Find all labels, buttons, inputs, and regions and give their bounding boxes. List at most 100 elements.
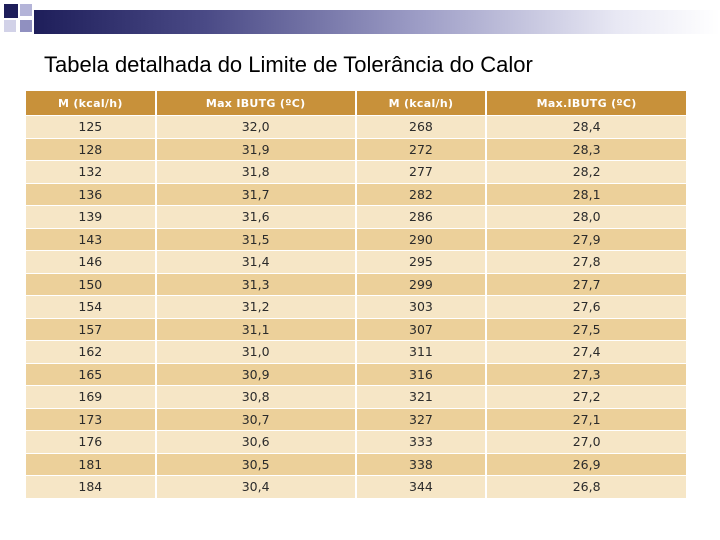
table-cell-max-ibutg-col-2: 27,7 bbox=[487, 273, 686, 295]
table-cell-metabolic-rate-col-1: 132 bbox=[26, 161, 155, 183]
table-cell-max-ibutg-col-1: 31,4 bbox=[156, 251, 355, 273]
table-row: 173 30,7 327 27,1 bbox=[26, 408, 686, 430]
table-cell-metabolic-rate-col-1: 125 bbox=[26, 116, 155, 138]
column-header-metabolic-rate-col-2: M (kcal/h) bbox=[356, 91, 486, 115]
table-cell-max-ibutg-col-1: 30,9 bbox=[156, 363, 355, 385]
table-cell-max-ibutg-col-2: 26,9 bbox=[487, 453, 686, 475]
table-cell-metabolic-rate-col-1: 143 bbox=[26, 228, 155, 250]
table-cell-metabolic-rate-col-2: 272 bbox=[356, 138, 486, 160]
table-cell-metabolic-rate-col-1: 136 bbox=[26, 183, 155, 205]
table-cell-metabolic-rate-col-2: 316 bbox=[356, 363, 486, 385]
table-cell-metabolic-rate-col-1: 150 bbox=[26, 273, 155, 295]
table-cell-max-ibutg-col-2: 28,3 bbox=[487, 138, 686, 160]
table-row: 184 30,4 344 26,8 bbox=[26, 476, 686, 498]
decorative-gradient-band bbox=[34, 10, 720, 34]
table-cell-metabolic-rate-col-2: 286 bbox=[356, 206, 486, 228]
table-cell-max-ibutg-col-1: 31,3 bbox=[156, 273, 355, 295]
table-row: 154 31,2 303 27,6 bbox=[26, 296, 686, 318]
decorative-square bbox=[20, 4, 32, 16]
table-row: 157 31,1 307 27,5 bbox=[26, 318, 686, 340]
heat-tolerance-table-container: M (kcal/h) Max IBUTG (ºC) M (kcal/h) Max.IB… bbox=[26, 90, 690, 499]
table-cell-max-ibutg-col-2: 27,0 bbox=[487, 431, 686, 453]
table-row: 176 30,6 333 27,0 bbox=[26, 431, 686, 453]
table-cell-metabolic-rate-col-2: 333 bbox=[356, 431, 486, 453]
table-row: 139 31,6 286 28,0 bbox=[26, 206, 686, 228]
table-cell-max-ibutg-col-1: 31,6 bbox=[156, 206, 355, 228]
table-header-row: M (kcal/h) Max IBUTG (ºC) M (kcal/h) Max.IB… bbox=[26, 91, 686, 115]
table-cell-max-ibutg-col-1: 31,2 bbox=[156, 296, 355, 318]
table-cell-metabolic-rate-col-2: 282 bbox=[356, 183, 486, 205]
table-cell-metabolic-rate-col-1: 169 bbox=[26, 386, 155, 408]
table-cell-metabolic-rate-col-1: 146 bbox=[26, 251, 155, 273]
table-cell-metabolic-rate-col-1: 157 bbox=[26, 318, 155, 340]
table-cell-metabolic-rate-col-1: 128 bbox=[26, 138, 155, 160]
table-row: 125 32,0 268 28,4 bbox=[26, 116, 686, 138]
table-cell-max-ibutg-col-1: 30,4 bbox=[156, 476, 355, 498]
table-cell-max-ibutg-col-1: 31,8 bbox=[156, 161, 355, 183]
table-cell-metabolic-rate-col-1: 139 bbox=[26, 206, 155, 228]
table-cell-metabolic-rate-col-2: 338 bbox=[356, 453, 486, 475]
table-row: 136 31,7 282 28,1 bbox=[26, 183, 686, 205]
table-row: 128 31,9 272 28,3 bbox=[26, 138, 686, 160]
table-cell-max-ibutg-col-2: 28,1 bbox=[487, 183, 686, 205]
table-row: 143 31,5 290 27,9 bbox=[26, 228, 686, 250]
page-title: Tabela detalhada do Limite de Tolerância… bbox=[44, 52, 533, 77]
table-cell-metabolic-rate-col-2: 327 bbox=[356, 408, 486, 430]
column-header-metabolic-rate-col-1: M (kcal/h) bbox=[26, 91, 155, 115]
decorative-square bbox=[20, 20, 32, 32]
table-cell-metabolic-rate-col-1: 181 bbox=[26, 453, 155, 475]
table-row: 132 31,8 277 28,2 bbox=[26, 161, 686, 183]
table-cell-metabolic-rate-col-2: 299 bbox=[356, 273, 486, 295]
table-cell-max-ibutg-col-2: 27,4 bbox=[487, 341, 686, 363]
table-cell-max-ibutg-col-1: 32,0 bbox=[156, 116, 355, 138]
table-cell-metabolic-rate-col-2: 321 bbox=[356, 386, 486, 408]
table-cell-max-ibutg-col-1: 31,9 bbox=[156, 138, 355, 160]
table-cell-metabolic-rate-col-2: 268 bbox=[356, 116, 486, 138]
table-cell-max-ibutg-col-1: 30,7 bbox=[156, 408, 355, 430]
table-cell-max-ibutg-col-1: 30,5 bbox=[156, 453, 355, 475]
table-row: 150 31,3 299 27,7 bbox=[26, 273, 686, 295]
table-cell-metabolic-rate-col-2: 344 bbox=[356, 476, 486, 498]
table-cell-max-ibutg-col-2: 28,0 bbox=[487, 206, 686, 228]
table-row: 146 31,4 295 27,8 bbox=[26, 251, 686, 273]
table-cell-max-ibutg-col-1: 31,5 bbox=[156, 228, 355, 250]
heat-tolerance-table: M (kcal/h) Max IBUTG (ºC) M (kcal/h) Max.IB… bbox=[24, 90, 688, 499]
table-cell-metabolic-rate-col-1: 176 bbox=[26, 431, 155, 453]
table-cell-metabolic-rate-col-2: 290 bbox=[356, 228, 486, 250]
table-cell-metabolic-rate-col-1: 162 bbox=[26, 341, 155, 363]
table-cell-metabolic-rate-col-1: 184 bbox=[26, 476, 155, 498]
table-cell-metabolic-rate-col-1: 154 bbox=[26, 296, 155, 318]
decorative-square bbox=[4, 20, 16, 32]
table-cell-max-ibutg-col-2: 28,2 bbox=[487, 161, 686, 183]
table-cell-metabolic-rate-col-1: 173 bbox=[26, 408, 155, 430]
column-header-max-ibutg-col-2: Max.IBUTG (ºC) bbox=[487, 91, 686, 115]
table-cell-metabolic-rate-col-2: 311 bbox=[356, 341, 486, 363]
table-cell-max-ibutg-col-1: 31,7 bbox=[156, 183, 355, 205]
table-cell-max-ibutg-col-2: 27,1 bbox=[487, 408, 686, 430]
table-cell-max-ibutg-col-1: 31,0 bbox=[156, 341, 355, 363]
table-body: 125 32,0 268 28,4 128 31,9 272 28,3 132 31,8 277 28… bbox=[26, 116, 686, 498]
table-row: 162 31,0 311 27,4 bbox=[26, 341, 686, 363]
table-cell-max-ibutg-col-1: 30,6 bbox=[156, 431, 355, 453]
table-cell-max-ibutg-col-2: 27,2 bbox=[487, 386, 686, 408]
table-cell-max-ibutg-col-1: 31,1 bbox=[156, 318, 355, 340]
slide-header-decoration bbox=[0, 0, 720, 40]
table-cell-max-ibutg-col-2: 27,5 bbox=[487, 318, 686, 340]
table-row: 165 30,9 316 27,3 bbox=[26, 363, 686, 385]
table-cell-max-ibutg-col-2: 26,8 bbox=[487, 476, 686, 498]
decorative-square bbox=[4, 4, 18, 18]
table-row: 169 30,8 321 27,2 bbox=[26, 386, 686, 408]
table-row: 181 30,5 338 26,9 bbox=[26, 453, 686, 475]
table-cell-max-ibutg-col-1: 30,8 bbox=[156, 386, 355, 408]
table-cell-max-ibutg-col-2: 27,6 bbox=[487, 296, 686, 318]
table-cell-metabolic-rate-col-2: 295 bbox=[356, 251, 486, 273]
table-cell-max-ibutg-col-2: 27,9 bbox=[487, 228, 686, 250]
column-header-max-ibutg-col-1: Max IBUTG (ºC) bbox=[156, 91, 355, 115]
table-cell-metabolic-rate-col-2: 303 bbox=[356, 296, 486, 318]
table-cell-max-ibutg-col-2: 27,3 bbox=[487, 363, 686, 385]
table-cell-max-ibutg-col-2: 27,8 bbox=[487, 251, 686, 273]
table-cell-metabolic-rate-col-2: 277 bbox=[356, 161, 486, 183]
table-cell-metabolic-rate-col-2: 307 bbox=[356, 318, 486, 340]
table-cell-metabolic-rate-col-1: 165 bbox=[26, 363, 155, 385]
table-cell-max-ibutg-col-2: 28,4 bbox=[487, 116, 686, 138]
